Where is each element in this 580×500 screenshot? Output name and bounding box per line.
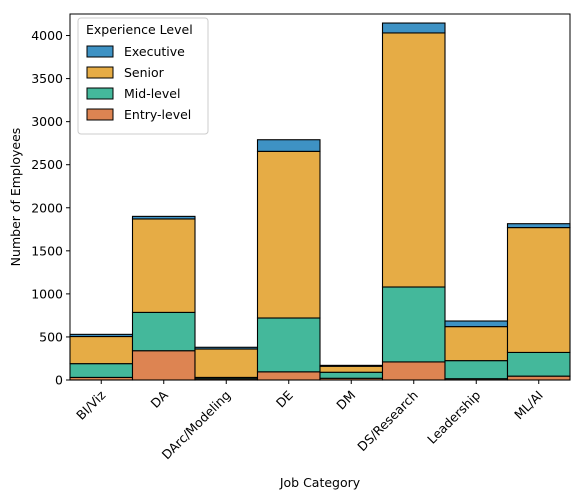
- y-tick-label: 0: [55, 373, 63, 388]
- legend-swatch-senior: [86, 66, 114, 79]
- legend: Experience Level Executive Senior Mid-leve…: [77, 17, 209, 135]
- bar-ds-research-entry-level: [381, 361, 446, 381]
- legend-swatch-mid-level: [86, 87, 114, 100]
- bar-de-mid-level: [256, 317, 321, 373]
- legend-items: Executive Senior Mid-level Entry-level: [86, 44, 191, 122]
- y-tick-label: 4000: [31, 28, 63, 43]
- bars-group: [69, 22, 571, 381]
- plot-frame: [69, 13, 571, 381]
- bar-bi-viz-mid-level: [69, 363, 134, 378]
- bar-ml-ai-mid-level: [506, 351, 571, 377]
- bar-ds-research-executive: [381, 22, 446, 34]
- bar-bi-viz-executive: [69, 333, 134, 338]
- y-tick-label: 1500: [31, 243, 63, 258]
- y-tick-label: 3000: [31, 114, 63, 129]
- bar-da-senior: [131, 218, 196, 313]
- bar-darc-modeling-executive: [194, 346, 259, 350]
- legend-swatch-executive: [86, 45, 114, 58]
- y-axis: 0 500 1000 1500 2000 2500 3000 3500 4000: [31, 28, 70, 388]
- y-tick-label: 1000: [31, 286, 63, 301]
- bar-ds-research-senior: [381, 32, 446, 288]
- bar-darc-modeling-senior: [194, 348, 259, 378]
- bar-leadership-mid-level: [444, 360, 509, 380]
- bar-ml-ai-entry-level: [506, 375, 571, 381]
- bar-ml-ai-senior: [506, 227, 571, 353]
- bar-da-mid-level: [131, 311, 196, 352]
- legend-label-entry-level: Entry-level: [124, 107, 191, 122]
- bar-ml-ai-executive: [506, 223, 571, 229]
- y-tick-label: 500: [39, 329, 63, 344]
- y-tick-label: 2000: [31, 200, 63, 215]
- bar-leadership-executive: [444, 320, 509, 328]
- bar-ds-research-mid-level: [381, 286, 446, 363]
- legend-label-executive: Executive: [124, 44, 185, 59]
- bar-da-executive: [131, 215, 196, 220]
- bar-de-senior: [256, 150, 321, 319]
- x-axis-label: Job Category: [279, 475, 361, 490]
- bar-de-executive: [256, 139, 321, 152]
- legend-label-senior: Senior: [124, 65, 165, 80]
- y-tick-label: 2500: [31, 157, 63, 172]
- bar-bi-viz-senior: [69, 335, 134, 365]
- bar-da-entry-level: [131, 350, 196, 381]
- legend-title: Experience Level: [86, 22, 193, 37]
- y-tick-label: 3500: [31, 71, 63, 86]
- bar-de-entry-level: [256, 371, 321, 381]
- bar-dm-mid-level: [319, 371, 384, 379]
- y-axis-label: Number of Employees: [8, 128, 23, 267]
- legend-label-mid-level: Mid-level: [124, 86, 180, 101]
- legend-swatch-entry-level: [86, 108, 114, 121]
- bar-leadership-senior: [444, 326, 509, 362]
- bar-dm-senior: [319, 365, 384, 373]
- bar-dm-executive: [319, 364, 384, 367]
